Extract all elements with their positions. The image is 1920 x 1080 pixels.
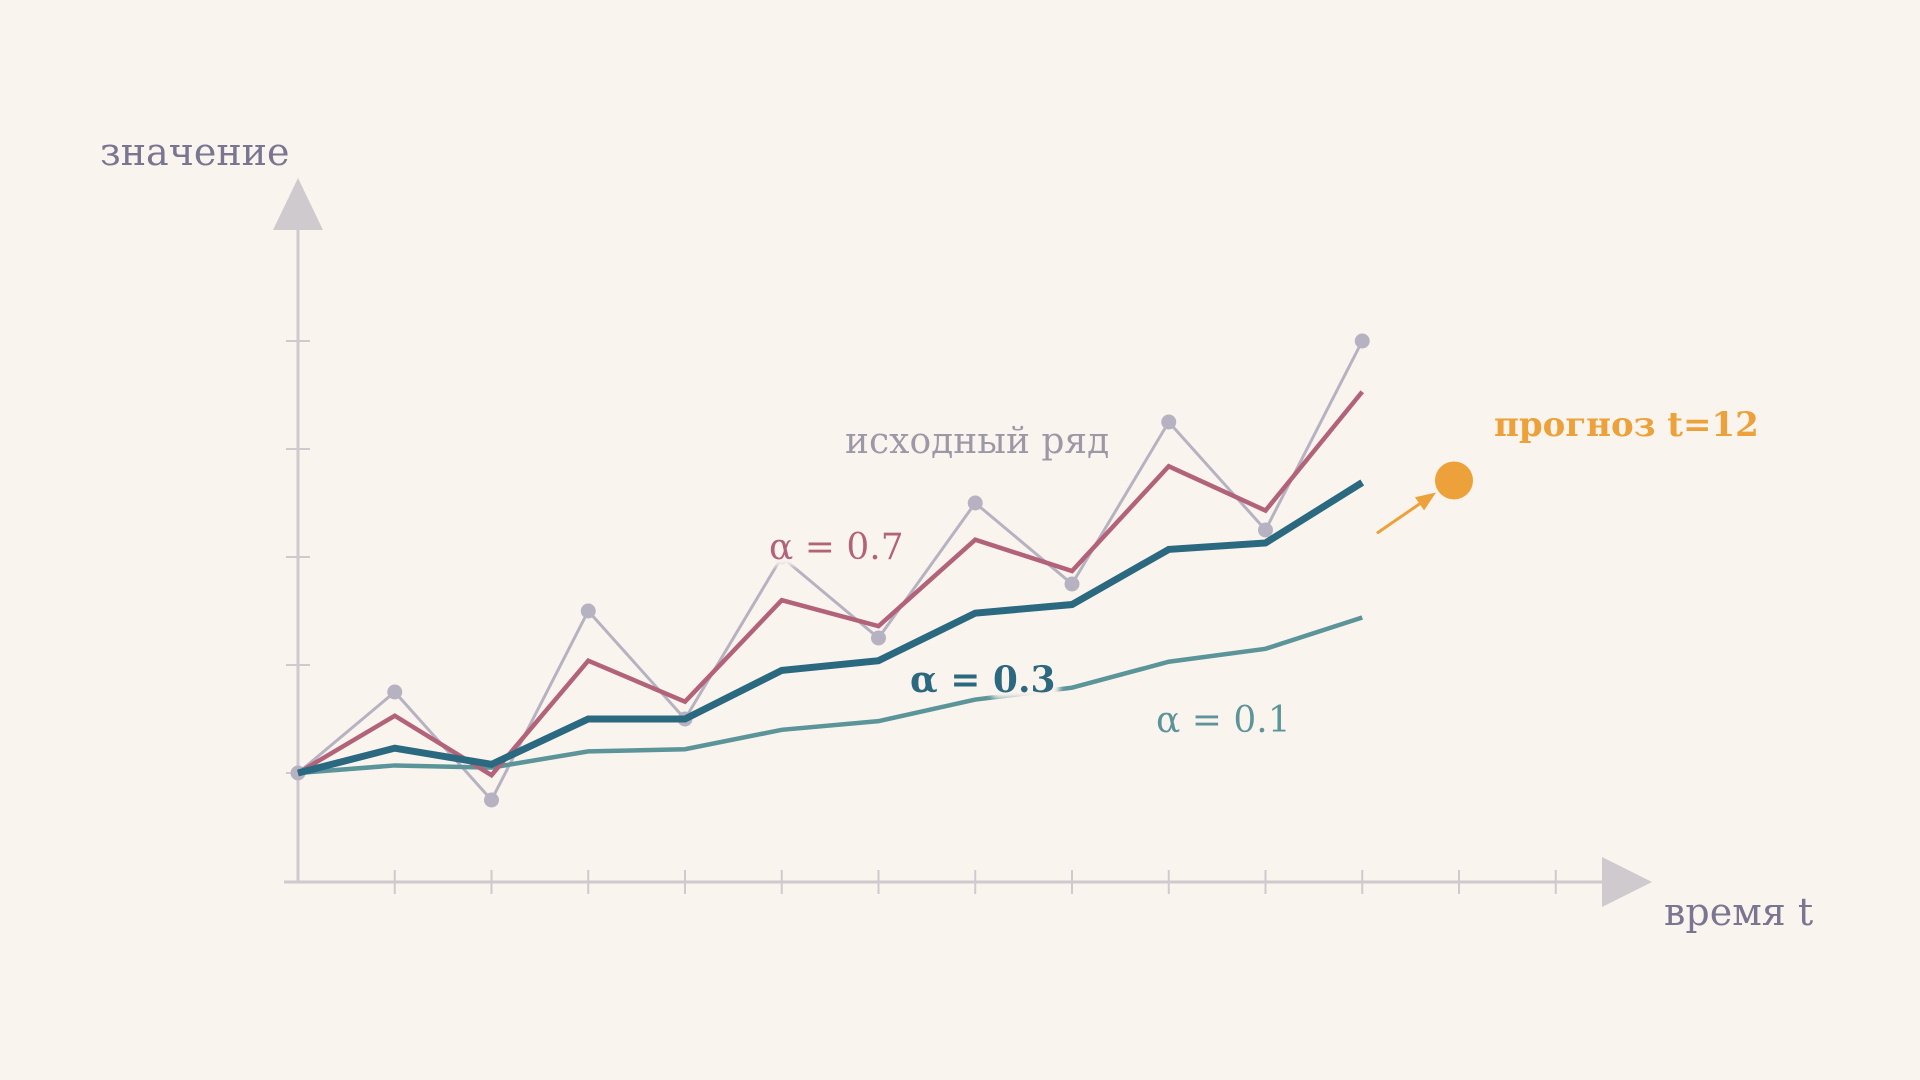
labels: исходный ряд α = 0.7 α = 0.3 α = 0.1 [769,421,1291,741]
forecast-layer: прогноз t=12 [1376,405,1759,534]
series-label-alpha-01: α = 0.1 [1156,700,1291,741]
data-point [967,495,983,511]
series-3 [297,615,1363,776]
data-point [1161,414,1177,430]
series-label-alpha-03: α = 0.3 [910,659,1056,701]
x-axis-arrow [1602,857,1652,907]
forecast-arrow-head [1414,492,1436,511]
forecast-point [1435,461,1473,500]
series-line [297,479,1365,777]
data-point [871,630,886,646]
forecast-label: прогноз t=12 [1494,405,1759,445]
series-2 [297,479,1365,777]
series-0 [290,333,1370,808]
y-axis-arrow [273,178,323,230]
data-point [774,549,790,565]
series-label-alpha-07: α = 0.7 [769,527,904,568]
data-point [1258,522,1273,538]
series-line [297,615,1363,776]
data-point [580,603,596,619]
data-point [1354,333,1370,349]
y-axis-label: значение [100,130,289,174]
data-point [484,792,499,808]
data-point [1064,576,1080,592]
x-ticks [393,870,1557,894]
series-label-original: исходный ряд [845,421,1109,462]
data-point [387,684,403,700]
forecast-arrow-line [1376,497,1428,534]
x-axis-label: время t [1664,890,1813,934]
series-line [296,390,1364,779]
series-layer [290,333,1370,808]
series-line [297,340,1364,803]
series-1 [296,390,1364,779]
axes [273,178,1652,907]
